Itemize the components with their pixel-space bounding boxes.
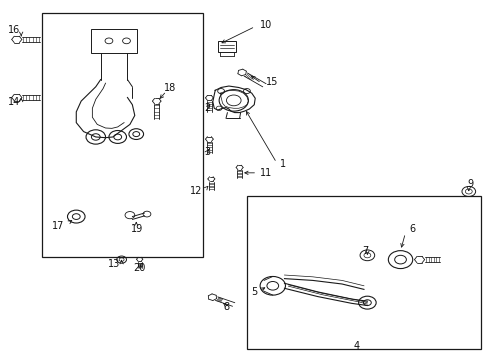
Text: 12: 12 — [189, 186, 202, 196]
Text: 5: 5 — [251, 287, 257, 297]
Text: 1: 1 — [279, 159, 285, 169]
Bar — [217, 41, 236, 51]
Bar — [42, 13, 203, 257]
Text: 7: 7 — [362, 246, 368, 256]
Text: 3: 3 — [204, 147, 210, 157]
Bar — [246, 196, 480, 348]
Bar — [91, 30, 137, 53]
Text: 15: 15 — [265, 77, 277, 87]
Text: 4: 4 — [353, 341, 359, 351]
Text: 11: 11 — [260, 168, 272, 178]
Text: 16: 16 — [8, 26, 20, 35]
Text: 8: 8 — [224, 302, 229, 312]
Text: 20: 20 — [133, 263, 145, 273]
Text: 17: 17 — [52, 221, 64, 231]
Text: 2: 2 — [204, 103, 210, 113]
Text: 19: 19 — [131, 225, 143, 234]
Text: 14: 14 — [8, 97, 20, 107]
Text: 18: 18 — [164, 83, 176, 93]
Text: 6: 6 — [409, 225, 415, 234]
Text: 9: 9 — [466, 179, 472, 189]
Text: 13: 13 — [107, 259, 120, 269]
Text: 10: 10 — [260, 20, 272, 30]
